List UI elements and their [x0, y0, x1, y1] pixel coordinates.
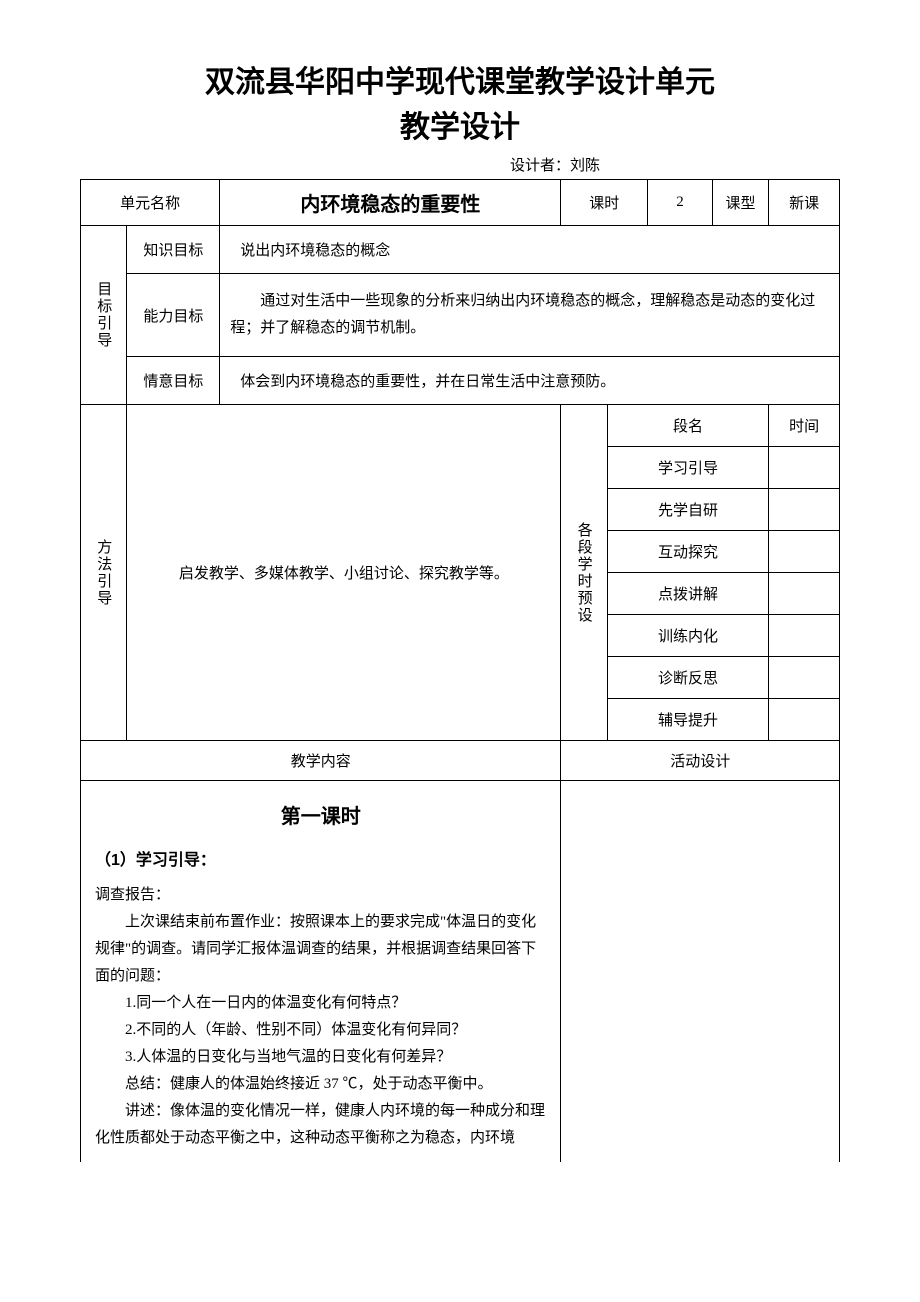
activity-content	[561, 781, 840, 1162]
lesson-plan-table: 单元名称 内环境稳态的重要性 课时 2 课型 新课 目标引导 知识目标 说出内环…	[80, 179, 840, 1162]
knowledge-value: 说出内环境稳态的概念	[220, 226, 840, 274]
objectives-group-label: 目标引导	[81, 226, 127, 405]
segment-name-4: 训练内化	[607, 615, 768, 657]
segment-time-3	[769, 573, 840, 615]
segment-time-1	[769, 489, 840, 531]
segment-time-2	[769, 531, 840, 573]
period-label: 课时	[561, 180, 648, 226]
content-narration: 讲述：像体温的变化情况一样，健康人内环境的每一种成分和理化性质都处于动态平衡之中…	[95, 1098, 546, 1152]
segment-time-6	[769, 699, 840, 741]
period-value: 2	[648, 180, 713, 226]
activity-header: 活动设计	[561, 741, 840, 781]
method-text: 启发教学、多媒体教学、小组讨论、探究教学等。	[127, 405, 561, 741]
segment-group-label: 各段学时预设	[561, 405, 607, 741]
emotion-label: 情意目标	[127, 357, 220, 405]
header-row: 单元名称 内环境稳态的重要性 课时 2 课型 新课	[81, 180, 840, 226]
title-line-2: 教学设计	[400, 111, 520, 144]
segment-time-header: 时间	[769, 405, 840, 447]
ability-label: 能力目标	[127, 274, 220, 357]
knowledge-label: 知识目标	[127, 226, 220, 274]
segment-name-6: 辅导提升	[607, 699, 768, 741]
segment-name-0: 学习引导	[607, 447, 768, 489]
segment-name-header: 段名	[607, 405, 768, 447]
lesson-title: 第一课时	[95, 799, 546, 835]
lesson-content: 第一课时 （1）学习引导： 调查报告： 上次课结束前布置作业：按照课本上的要求完…	[81, 781, 561, 1162]
unit-name-label: 单元名称	[81, 180, 220, 226]
objective-row-emotion: 情意目标 体会到内环境稳态的重要性，并在日常生活中注意预防。	[81, 357, 840, 405]
content-line-2: 上次课结束前布置作业：按照课本上的要求完成"体温日的变化规律"的调查。请同学汇报…	[95, 909, 546, 990]
type-value: 新课	[769, 180, 840, 226]
content-q2: 2.不同的人（年龄、性别不同）体温变化有何异同？	[95, 1017, 546, 1044]
segment-time-4	[769, 615, 840, 657]
type-label: 课型	[712, 180, 769, 226]
objective-row-ability: 能力目标 通过对生活中一些现象的分析来归纳出内环境稳态的概念，理解稳态是动态的变…	[81, 274, 840, 357]
content-q1: 1.同一个人在一日内的体温变化有何特点？	[95, 990, 546, 1017]
unit-name-value: 内环境稳态的重要性	[220, 180, 561, 226]
objective-row-knowledge: 目标引导 知识目标 说出内环境稳态的概念	[81, 226, 840, 274]
content-header: 教学内容	[81, 741, 561, 781]
page-title: 双流县华阳中学现代课堂教学设计单元 教学设计	[80, 60, 840, 150]
segment-name-3: 点拨讲解	[607, 573, 768, 615]
segment-time-5	[769, 657, 840, 699]
content-header-row: 教学内容 活动设计	[81, 741, 840, 781]
title-line-1: 双流县华阳中学现代课堂教学设计单元	[205, 66, 715, 99]
segment-name-5: 诊断反思	[607, 657, 768, 699]
lesson-content-row: 第一课时 （1）学习引导： 调查报告： 上次课结束前布置作业：按照课本上的要求完…	[81, 781, 840, 1162]
content-q3: 3.人体温的日变化与当地气温的日变化有何差异？	[95, 1044, 546, 1071]
segment-time-0	[769, 447, 840, 489]
content-summary: 总结：健康人的体温始终接近 37 ℃，处于动态平衡中。	[95, 1071, 546, 1098]
emotion-value: 体会到内环境稳态的重要性，并在日常生活中注意预防。	[220, 357, 840, 405]
designer-label: 设计者：刘陈	[80, 154, 840, 175]
segment-row-header: 方法引导 启发教学、多媒体教学、小组讨论、探究教学等。 各段学时预设 段名 时间	[81, 405, 840, 447]
segment-name-2: 互动探究	[607, 531, 768, 573]
method-group-label: 方法引导	[81, 405, 127, 741]
segment-name-1: 先学自研	[607, 489, 768, 531]
ability-value: 通过对生活中一些现象的分析来归纳出内环境稳态的概念，理解稳态是动态的变化过程；并…	[220, 274, 840, 357]
part1-title: （1）学习引导：	[95, 847, 546, 876]
content-line-1: 调查报告：	[95, 882, 546, 909]
